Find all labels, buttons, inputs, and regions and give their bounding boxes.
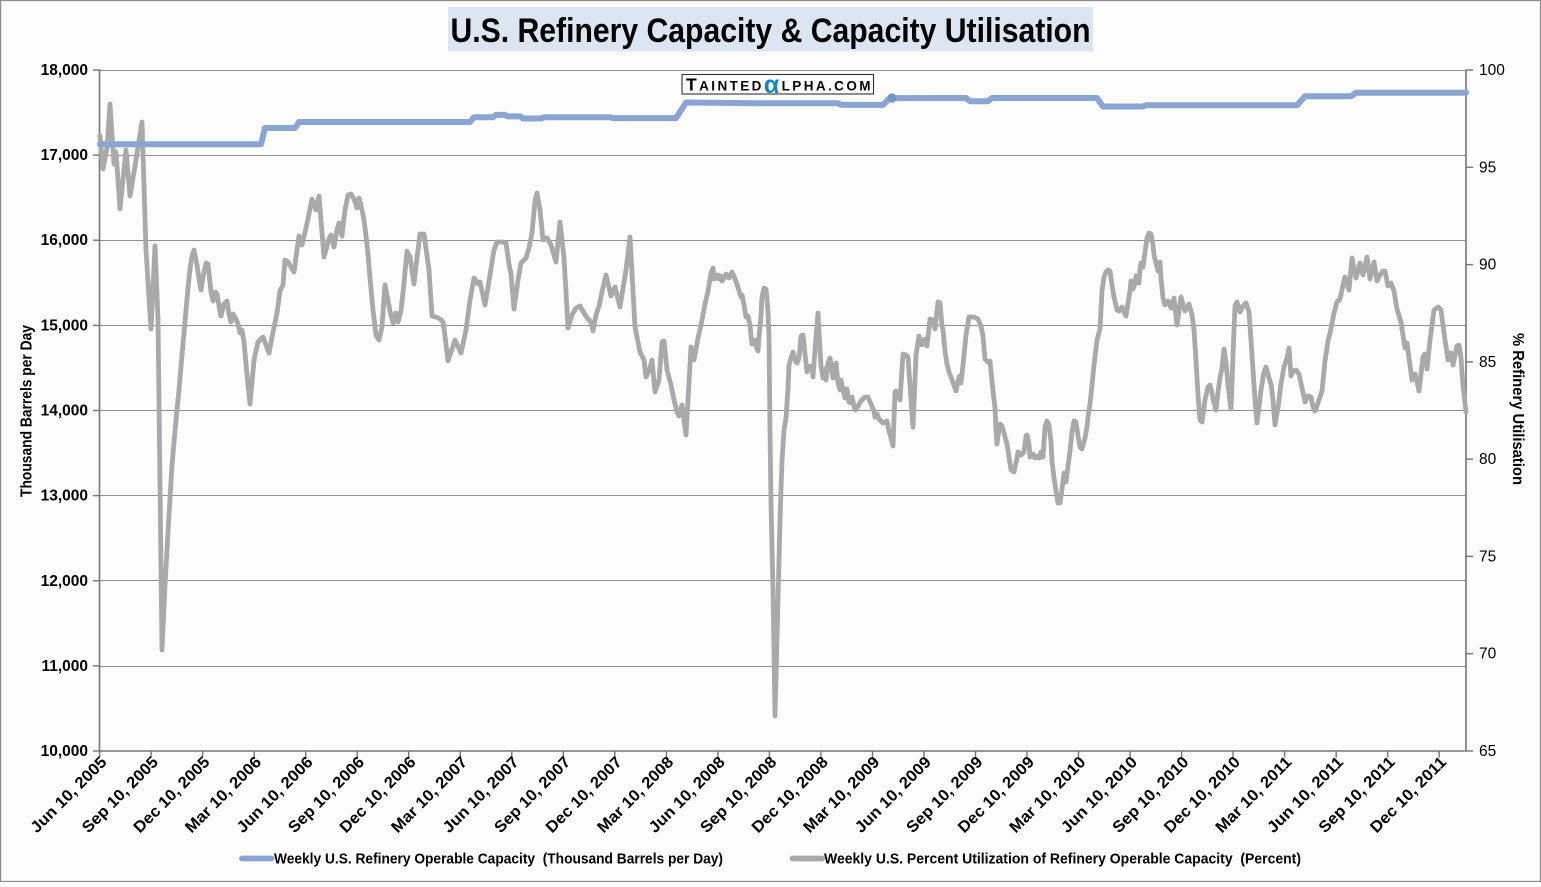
svg-text:% Refinery Utilisation: % Refinery Utilisation — [1509, 333, 1526, 485]
svg-text:16,000: 16,000 — [41, 232, 88, 249]
svg-text:15,000: 15,000 — [41, 317, 88, 334]
svg-text:17,000: 17,000 — [41, 147, 88, 164]
svg-text:14,000: 14,000 — [41, 403, 88, 420]
svg-text:12,000: 12,000 — [41, 573, 88, 590]
svg-text:18,000: 18,000 — [41, 62, 88, 79]
svg-text:80: 80 — [1479, 451, 1497, 468]
svg-text:U.S. Refinery Capacity & Capac: U.S. Refinery Capacity & Capacity Utilis… — [451, 12, 1091, 50]
svg-text:11,000: 11,000 — [41, 658, 88, 675]
svg-text:Weekly U.S. Refinery Operable: Weekly U.S. Refinery Operable Capacity (… — [274, 851, 723, 868]
svg-text:95: 95 — [1479, 159, 1496, 176]
svg-text:10,000: 10,000 — [41, 743, 88, 760]
svg-text:Thousand Barrels per Day: Thousand Barrels per Day — [19, 325, 36, 497]
svg-text:Weekly U.S. Percent Utilizatio: Weekly U.S. Percent Utilization of Refin… — [824, 851, 1301, 868]
svg-text:75: 75 — [1479, 548, 1496, 565]
svg-text:70: 70 — [1479, 646, 1497, 663]
svg-text:100: 100 — [1479, 62, 1505, 79]
svg-text:85: 85 — [1479, 354, 1496, 371]
svg-text:65: 65 — [1479, 743, 1496, 760]
svg-text:13,000: 13,000 — [41, 488, 88, 505]
svg-text:90: 90 — [1479, 257, 1497, 274]
